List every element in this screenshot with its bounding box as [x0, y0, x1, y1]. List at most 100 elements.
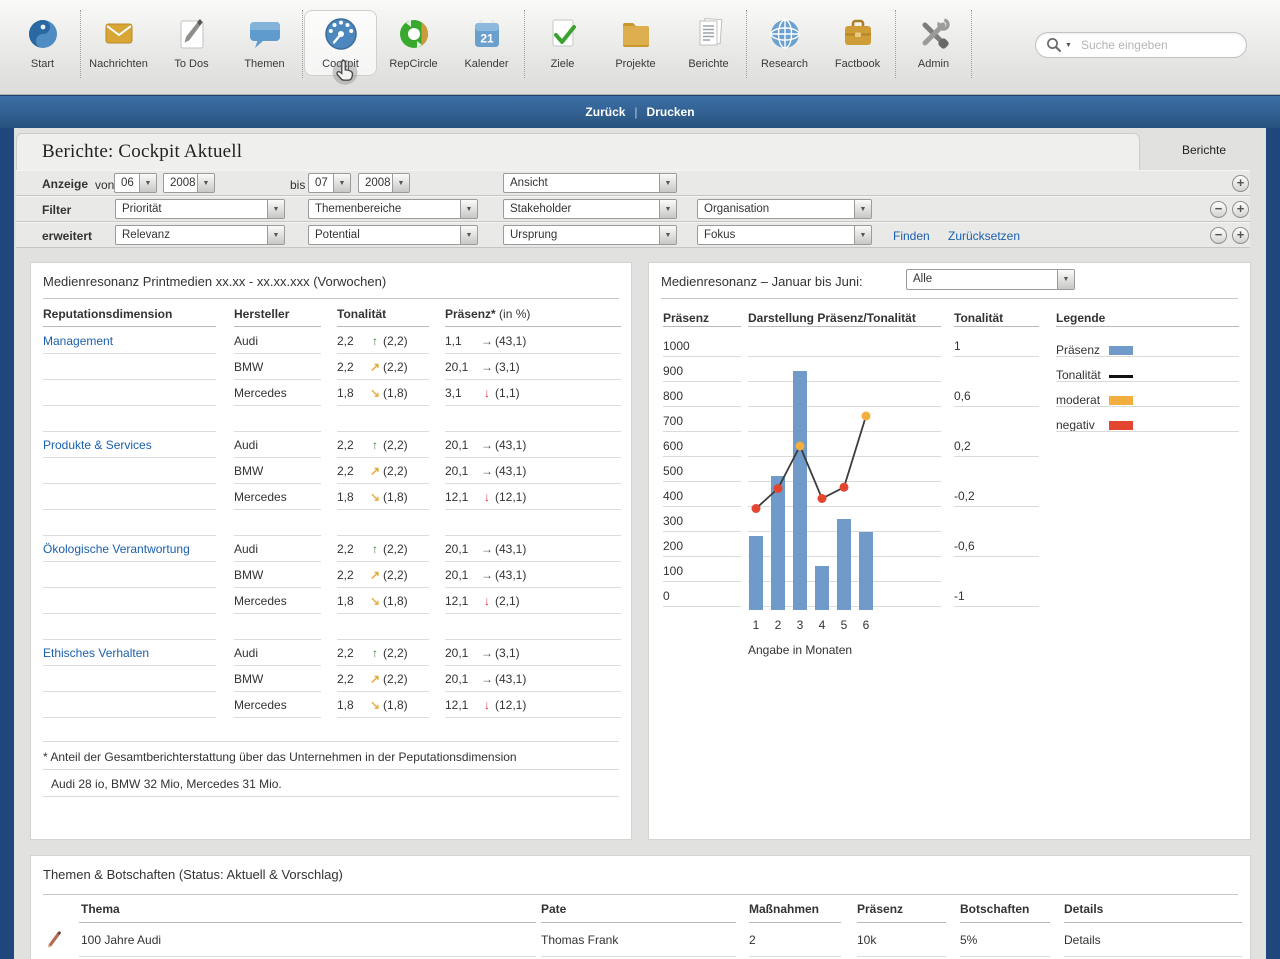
action-bar-separator: |	[634, 105, 637, 119]
toolbar-item-cockpit[interactable]: Cockpit	[304, 10, 377, 76]
filter-select-potential[interactable]: Potential▼	[308, 225, 478, 245]
toolbar-item-admin[interactable]: Admin	[897, 10, 970, 76]
hersteller-cell: Audi	[234, 537, 321, 562]
filter-row-filter: Filter Priorität▼Themenbereiche▼Stakehol…	[16, 196, 1250, 222]
month-tick: 6	[859, 618, 873, 632]
dimension-link[interactable]: Produkte & Services	[43, 438, 152, 452]
table-row: ManagementAudi2,2↑(2,2)1,1→(43,1)	[31, 329, 633, 355]
trend-up-right-icon: ↗	[367, 672, 383, 686]
edit-pencil-icon[interactable]	[45, 930, 63, 948]
remove-row-button[interactable]: −	[1210, 201, 1227, 218]
trend-right-icon: →	[479, 568, 495, 582]
chart-marker-month-4	[818, 494, 827, 503]
trend-down-right-icon: ↘	[367, 594, 383, 608]
dimension-link[interactable]: Management	[43, 334, 113, 348]
berichte-icon	[689, 14, 729, 54]
from-year-select[interactable]: 2008▼	[163, 173, 215, 193]
hersteller-cell: BMW	[234, 355, 321, 380]
reputationsdimension-cell	[43, 459, 216, 484]
toolbar-separator	[895, 10, 896, 78]
trend-down-right-icon: ↘	[367, 386, 383, 400]
table-row: BMW2,2↗(2,2)20,1→(43,1)	[31, 667, 633, 693]
finden-link[interactable]: Finden	[893, 229, 930, 243]
toolbar-item-ziele[interactable]: Ziele	[526, 10, 599, 76]
toolbar-item-projekte[interactable]: Projekte	[599, 10, 672, 76]
col-darstellung: Darstellung Präsenz/Tonalität	[748, 311, 916, 325]
trend-right-icon: →	[479, 464, 495, 478]
toolbar-item-kalender[interactable]: 21Kalender	[450, 10, 523, 76]
trend-right-icon: →	[479, 360, 495, 374]
search-input[interactable]: ▼ Suche eingeben	[1035, 32, 1247, 58]
tonalitaet-cell: 1,8↘(1,8)	[337, 485, 429, 510]
filter-select-ursprung[interactable]: Ursprung▼	[503, 225, 677, 245]
filter-select-relevanz[interactable]: Relevanz▼	[115, 225, 285, 245]
trend-up-icon: ↑	[367, 542, 383, 556]
empty-cell	[337, 407, 429, 432]
add-row-button[interactable]: +	[1232, 227, 1249, 244]
filter-select-priorität[interactable]: Priorität▼	[115, 199, 285, 219]
to-year-select[interactable]: 2008▼	[358, 173, 410, 193]
toolbar-separator	[80, 10, 81, 78]
page-title-bar: Berichte: Cockpit Aktuell	[16, 133, 1140, 170]
back-link[interactable]: Zurück	[585, 105, 625, 119]
filter-select-fokus[interactable]: Fokus▼	[697, 225, 872, 245]
toolbar-item-to-dos[interactable]: To Dos	[155, 10, 228, 76]
table-row: Ökologische VerantwortungAudi2,2↑(2,2)20…	[31, 537, 633, 563]
tonalitaet-cell: 1,8↘(1,8)	[337, 589, 429, 614]
col-botschaften: Botschaften	[960, 902, 1029, 916]
col-praesenz-axis: Präsenz	[663, 311, 709, 325]
tonalitaet-tick: 0,2	[954, 439, 971, 453]
toolbar-item-repcircle[interactable]: RepCircle	[377, 10, 450, 76]
toolbar-item-berichte[interactable]: Berichte	[672, 10, 745, 76]
filter-select-themenbereiche[interactable]: Themenbereiche▼	[308, 199, 478, 219]
toolbar-item-research[interactable]: Research	[748, 10, 821, 76]
trend-right-icon: →	[479, 542, 495, 556]
print-link[interactable]: Drucken	[647, 105, 695, 119]
chart-marker-month-6	[862, 412, 871, 421]
toolbar-items: StartNachrichtenTo DosThemen Cockpit RepCi…	[6, 10, 973, 78]
trend-up-icon: ↑	[367, 438, 383, 452]
add-row-button[interactable]: +	[1232, 201, 1249, 218]
col-praesenz-bottom: Präsenz	[857, 902, 903, 916]
page-content: Berichte: Cockpit Aktuell Berichte Anzei…	[14, 128, 1266, 959]
reputationsdimension-cell: Management	[43, 329, 216, 354]
toolbar-item-label: Berichte	[688, 58, 728, 70]
chevron-down-icon: ▼	[333, 174, 350, 192]
trend-right-icon: →	[479, 672, 495, 686]
dimension-link[interactable]: Ethisches Verhalten	[43, 646, 149, 660]
praesenz-tick: 1000	[663, 339, 690, 353]
remove-row-button[interactable]: −	[1210, 227, 1227, 244]
trend-right-icon: →	[479, 334, 495, 348]
toolbar-item-themen[interactable]: Themen	[228, 10, 301, 76]
add-row-button[interactable]: +	[1232, 175, 1249, 192]
printmedien-title: Medienresonanz Printmedien xx.xx - xx.xx…	[43, 274, 386, 289]
chevron-down-icon: ▼	[197, 174, 214, 192]
toolbar-separator	[524, 10, 525, 78]
themen-title: Themen & Botschaften (Status: Aktuell & …	[43, 867, 343, 882]
toolbar-item-factbook[interactable]: Factbook	[821, 10, 894, 76]
ansicht-select[interactable]: Ansicht▼	[503, 173, 677, 193]
empty-cell	[234, 511, 321, 536]
praesenz-cell: 20,1→(43,1)	[445, 667, 621, 692]
toolbar-item-label: Cockpit	[322, 58, 359, 70]
botschaften-cell: 5%	[960, 933, 977, 947]
search-scope-caret-icon[interactable]: ▼	[1065, 42, 1072, 49]
to-month-select[interactable]: 07▼	[308, 173, 351, 193]
praesenz-tick: 600	[663, 439, 683, 453]
thema-link[interactable]: 100 Jahre Audi	[81, 933, 161, 947]
filter-select-stakeholder[interactable]: Stakeholder▼	[503, 199, 677, 219]
toolbar-item-start[interactable]: Start	[6, 10, 79, 76]
trend-up-icon: ↑	[367, 646, 383, 660]
toolbar-item-nachrichten[interactable]: Nachrichten	[82, 10, 155, 76]
trend-down-icon: ↓	[479, 698, 495, 712]
tonalitaet-cell: 2,2↗(2,2)	[337, 459, 429, 484]
details-link[interactable]: Details	[1064, 933, 1101, 947]
filter-select-organisation[interactable]: Organisation▼	[697, 199, 872, 219]
dimension-link[interactable]: Ökologische Verantwortung	[43, 542, 190, 556]
from-month-select[interactable]: 06▼	[114, 173, 157, 193]
legend-label-moderat: moderat	[1056, 393, 1100, 407]
zuruecksetzen-link[interactable]: Zurücksetzen	[948, 229, 1020, 243]
berichte-tab[interactable]: Berichte	[1182, 143, 1226, 157]
chart-filter-select[interactable]: Alle▼	[906, 269, 1075, 290]
reputationsdimension-cell	[43, 381, 216, 406]
